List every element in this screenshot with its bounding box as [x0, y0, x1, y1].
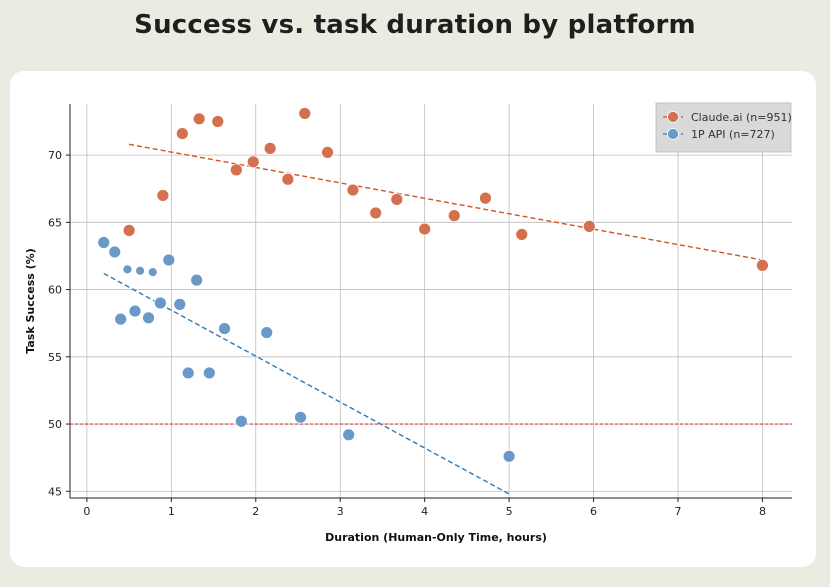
data-point-1p-api — [342, 428, 356, 442]
y-tick-label: 45 — [48, 485, 62, 498]
data-point-claude-ai — [298, 107, 312, 120]
x-tick-label: 0 — [83, 505, 90, 518]
data-point-claude-ai — [175, 127, 189, 140]
data-point-1p-api — [114, 312, 128, 326]
y-tick-label: 55 — [48, 351, 62, 364]
data-point-claude-ai — [369, 206, 383, 220]
x-tick-label: 8 — [759, 505, 766, 518]
data-point-claude-ai — [211, 115, 225, 128]
legend-label-claude-ai: Claude.ai (n=951) — [691, 111, 792, 124]
data-point-1p-api — [190, 273, 204, 287]
legend: Claude.ai (n=951) 1P API (n=727) — [655, 102, 792, 153]
x-tick-label: 3 — [337, 505, 344, 518]
chart-title: Success vs. task duration by platform — [134, 10, 696, 40]
x-axis-label: Duration (Human-Only Time, hours) — [325, 531, 547, 544]
data-point-claude-ai — [122, 224, 136, 237]
legend-marker-claude-ai — [667, 111, 679, 123]
data-point-1p-api — [294, 410, 307, 424]
data-point-1p-api — [108, 245, 122, 259]
data-point-1p-api — [147, 267, 158, 277]
data-point-claude-ai — [281, 172, 295, 186]
x-tick-label: 6 — [590, 505, 597, 518]
y-axis-label: Task Success (%) — [24, 248, 37, 353]
x-tick-label: 7 — [675, 505, 682, 518]
data-point-1p-api — [142, 311, 155, 325]
data-point-1p-api — [173, 297, 187, 311]
data-point-1p-api — [502, 449, 516, 463]
x-tick-label: 5 — [506, 505, 513, 518]
data-point-1p-api — [135, 265, 145, 276]
data-point-1p-api — [128, 304, 142, 318]
data-point-claude-ai — [156, 189, 170, 202]
data-point-1p-api — [181, 366, 195, 380]
data-point-claude-ai — [346, 183, 360, 197]
x-tick-label: 2 — [252, 505, 259, 518]
data-point-claude-ai — [479, 191, 492, 205]
trend-line-1p-api — [103, 272, 510, 495]
data-point-1p-api — [202, 366, 216, 380]
y-tick-label: 50 — [48, 418, 62, 431]
data-point-1p-api — [122, 264, 133, 275]
legend-box — [655, 102, 792, 153]
data-point-claude-ai — [321, 146, 334, 159]
data-point-claude-ai — [229, 163, 243, 177]
data-point-claude-ai — [418, 222, 432, 236]
data-point-claude-ai — [515, 228, 529, 241]
legend-marker-1p-api — [667, 128, 679, 140]
data-point-1p-api — [260, 326, 274, 340]
data-point-1p-api — [162, 253, 176, 267]
data-point-claude-ai — [263, 141, 277, 155]
data-point-1p-api — [218, 322, 231, 335]
chart-card: 0 1 2 3 4 5 6 7 8 45 50 55 60 65 70 Duration (Human-Onl… — [10, 71, 816, 567]
y-tick-label: 70 — [48, 149, 62, 162]
y-tick-label: 65 — [48, 216, 62, 229]
data-point-1p-api — [235, 414, 248, 428]
x-tick-label: 4 — [421, 505, 428, 518]
y-tick-label: 60 — [48, 284, 62, 297]
data-point-claude-ai — [582, 219, 596, 233]
data-point-1p-api — [97, 236, 111, 249]
data-point-1p-api — [153, 296, 167, 310]
data-point-claude-ai — [390, 193, 404, 206]
data-point-claude-ai — [756, 258, 769, 272]
data-point-claude-ai — [246, 155, 260, 169]
legend-label-1p-api: 1P API (n=727) — [691, 128, 775, 141]
x-tick-label: 1 — [168, 505, 175, 518]
trend-line-claude-ai — [128, 143, 763, 261]
data-point-claude-ai — [192, 112, 206, 126]
data-point-claude-ai — [447, 209, 461, 223]
